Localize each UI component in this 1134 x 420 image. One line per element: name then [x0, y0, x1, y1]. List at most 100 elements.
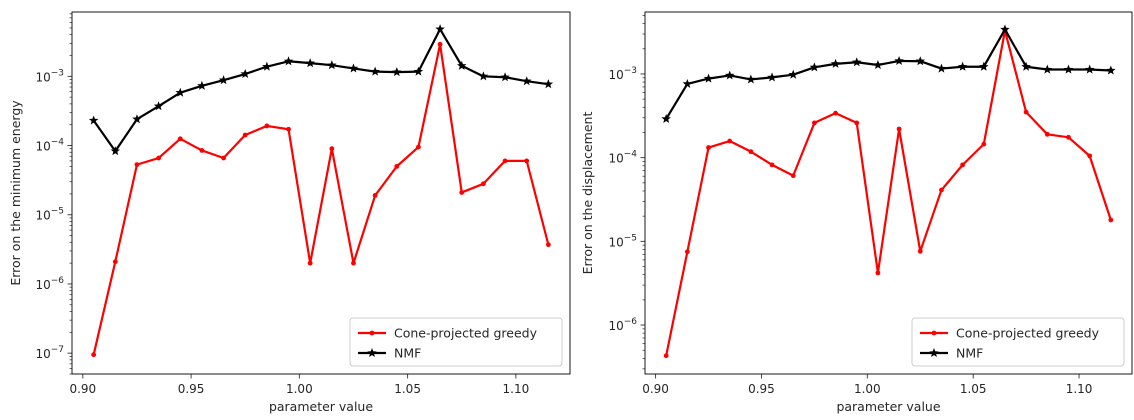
series-line — [665, 29, 1112, 356]
legend-label: Cone-projected greedy — [956, 326, 1100, 341]
data-point — [1084, 64, 1095, 74]
chart-panel-1: 10−7 10−6 10−5 10−4 10−3 0.90 0.95 1.00 1.05 1.10… — [8, 11, 571, 414]
legend-marker — [369, 330, 375, 336]
data-point — [240, 69, 250, 79]
x-tick-label: 1.10 — [1066, 382, 1093, 396]
data-point — [1044, 131, 1050, 137]
data-point — [351, 260, 356, 266]
data-point — [242, 132, 248, 138]
series-nmf — [88, 24, 554, 156]
data-point — [500, 72, 510, 82]
data-point — [936, 63, 947, 73]
data-point — [348, 63, 359, 73]
data-point — [524, 158, 530, 164]
data-point — [851, 57, 862, 67]
data-point — [437, 41, 443, 47]
x-tick-label: 0.90 — [69, 382, 96, 396]
data-point — [833, 110, 838, 116]
series-line — [665, 28, 1111, 120]
data-point — [521, 76, 532, 86]
data-point — [134, 162, 140, 168]
data-point — [809, 62, 820, 72]
y-tick-label: 10−4 — [35, 138, 64, 154]
x-tick-label: 1.00 — [854, 382, 881, 396]
data-point — [811, 120, 817, 126]
data-point — [981, 141, 987, 147]
data-point — [502, 158, 508, 164]
chart-panel-2: 10−6 10−5 10−4 10−3 0.90 0.95 1.00 1.05 1.10 para… — [580, 11, 1133, 414]
data-point — [790, 173, 796, 179]
series-cone-projected-greedy — [663, 28, 1114, 359]
y-tick-label: 10−5 — [35, 207, 64, 223]
legend-marker — [929, 348, 939, 358]
data-point — [1063, 64, 1074, 74]
data-point — [286, 126, 291, 132]
x-tick-label: 0.95 — [748, 382, 775, 396]
data-point — [283, 56, 294, 66]
data-point — [682, 78, 693, 88]
data-point — [480, 181, 486, 187]
y-tick-label: 10−3 — [608, 66, 637, 82]
data-point — [543, 79, 554, 89]
data-point — [939, 187, 944, 193]
y-tick-label: 10−7 — [35, 345, 64, 361]
data-point — [1087, 153, 1093, 159]
data-point — [915, 56, 926, 66]
data-point — [917, 248, 923, 254]
series-nmf — [661, 24, 1116, 123]
data-point — [394, 163, 400, 169]
data-point — [703, 73, 714, 83]
data-point — [1023, 109, 1029, 115]
data-point — [327, 60, 337, 70]
x-tick-label: 1.10 — [503, 382, 530, 396]
data-point — [875, 270, 881, 276]
data-point — [88, 115, 99, 125]
legend: Cone-projected greedy NMF — [911, 317, 1125, 367]
legend: Cone-projected greedy NMF — [349, 317, 563, 367]
y-tick-label: 10−6 — [608, 317, 637, 333]
data-point — [788, 69, 798, 79]
x-tick-label: 1.00 — [286, 382, 313, 396]
x-tick-label: 0.90 — [642, 382, 669, 396]
legend-label: Cone-projected greedy — [394, 326, 538, 341]
data-point — [132, 114, 142, 124]
x-axis-label: parameter value — [269, 399, 373, 414]
data-point — [957, 61, 968, 71]
data-point — [769, 162, 775, 168]
data-point — [392, 67, 402, 77]
series-cone-projected-greedy — [91, 41, 551, 358]
data-point — [199, 148, 205, 153]
data-point — [767, 72, 777, 82]
data-point — [706, 145, 711, 150]
plot-frame — [71, 11, 571, 375]
data-point — [305, 58, 315, 68]
y-axis-label: Error on the displacement — [580, 112, 595, 275]
data-point — [1108, 217, 1114, 223]
data-point — [979, 61, 989, 71]
data-point — [1000, 24, 1010, 34]
data-point — [218, 75, 229, 85]
series-line — [92, 28, 549, 153]
data-point — [372, 193, 378, 198]
plot-frame — [644, 11, 1133, 375]
x-tick-label: 0.95 — [178, 382, 205, 396]
data-point — [684, 249, 690, 255]
data-point — [960, 162, 966, 168]
series-line — [92, 43, 550, 355]
data-point — [1066, 134, 1071, 140]
data-point — [413, 66, 424, 76]
legend-box — [911, 317, 1125, 367]
data-point — [896, 126, 902, 132]
data-point — [197, 80, 207, 90]
data-point — [830, 58, 841, 68]
data-point — [370, 66, 380, 76]
data-point — [1042, 64, 1053, 74]
x-tick-label: 1.05 — [394, 382, 421, 396]
data-point — [416, 144, 421, 150]
x-axis-label: parameter value — [836, 399, 940, 414]
data-point — [724, 70, 735, 80]
data-point — [854, 120, 860, 126]
data-point — [746, 74, 756, 84]
y-tick-label: 10−6 — [35, 276, 64, 292]
